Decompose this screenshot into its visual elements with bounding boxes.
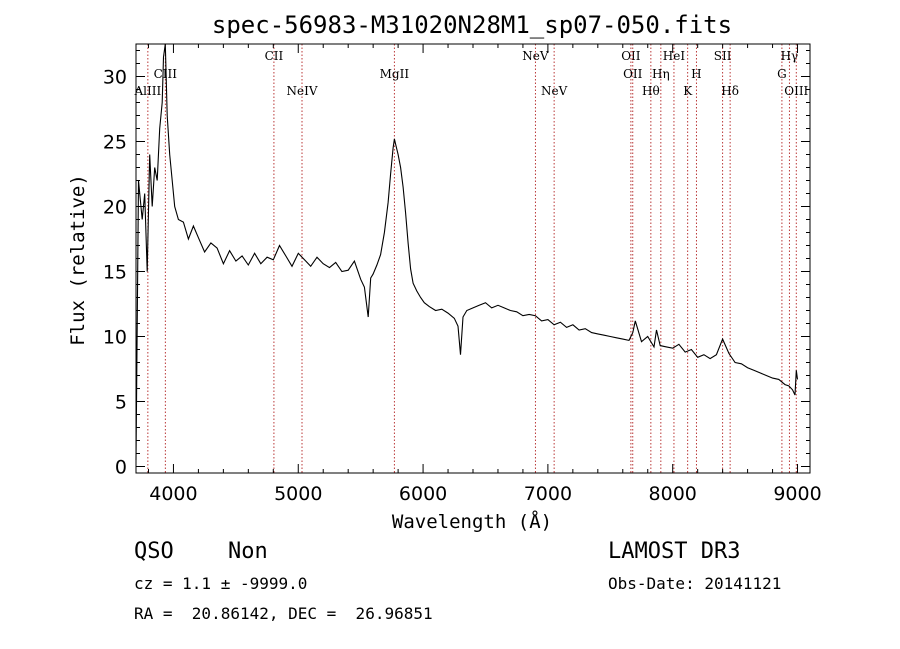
y-tick-label: 10 [103, 327, 127, 349]
line-label-10: Hη [652, 67, 670, 81]
y-tick-label: 25 [103, 132, 127, 154]
line-label-2: CII [265, 49, 284, 63]
emission-line-markers: AlIII CIII CII NeIV MgII NeV NeV OII OII Hθ Hη HeI K… [133, 44, 809, 473]
line-label-4: MgII [380, 67, 410, 81]
axis-ticks: 4000 5000 6000 7000 8000 9000 0 5 10 15 20 25 30 [103, 44, 822, 505]
line-label-1: CIII [154, 67, 178, 81]
line-label-7: OII [621, 49, 641, 63]
line-label-6: NeV [541, 84, 568, 98]
x-tick-label: 4000 [149, 483, 197, 505]
plot-frame [135, 43, 811, 474]
y-axis-label: Flux (relative) [67, 174, 89, 346]
observation-date: Obs-Date: 20141121 [608, 574, 782, 593]
x-axis-label: Wavelength (Å) [392, 510, 552, 533]
line-label-15: Hδ [721, 84, 739, 98]
y-tick-label: 15 [103, 262, 127, 284]
line-label-17: Hγ [781, 49, 799, 63]
x-tick-label: 7000 [524, 483, 572, 505]
line-label-3: NeIV [286, 84, 317, 98]
survey-name: LAMOST DR3 [608, 539, 741, 564]
line-label-13: H [691, 67, 701, 81]
line-label-14: SII [714, 49, 732, 63]
coordinates: RA = 20.86142, DEC = 26.96851 [134, 604, 433, 623]
line-label-5: NeV [522, 49, 549, 63]
line-label-16: G [777, 67, 787, 81]
y-tick-label: 5 [115, 392, 127, 414]
x-tick-label: 5000 [274, 483, 322, 505]
y-tick-label: 30 [103, 67, 127, 89]
line-label-11: HeI [663, 49, 686, 63]
redshift-cz: cz = 1.1 ± -9999.0 [134, 574, 308, 593]
line-label-0: AlIII [133, 84, 161, 98]
y-tick-label: 20 [103, 197, 127, 219]
line-label-18: OIII [784, 84, 808, 98]
x-tick-label: 8000 [649, 483, 697, 505]
chart-title: spec-56983-M31020N28M1_sp07-050.fits [212, 11, 732, 39]
line-label-12: K [683, 84, 693, 98]
line-label-8: OII [623, 67, 643, 81]
x-tick-label: 6000 [399, 483, 447, 505]
x-tick-label: 9000 [773, 483, 821, 505]
object-class: QSO [134, 539, 174, 564]
spectrum-line [135, 43, 799, 461]
line-label-9: Hθ [642, 84, 660, 98]
y-tick-label: 0 [115, 457, 127, 479]
object-subclass: Non [228, 539, 268, 564]
